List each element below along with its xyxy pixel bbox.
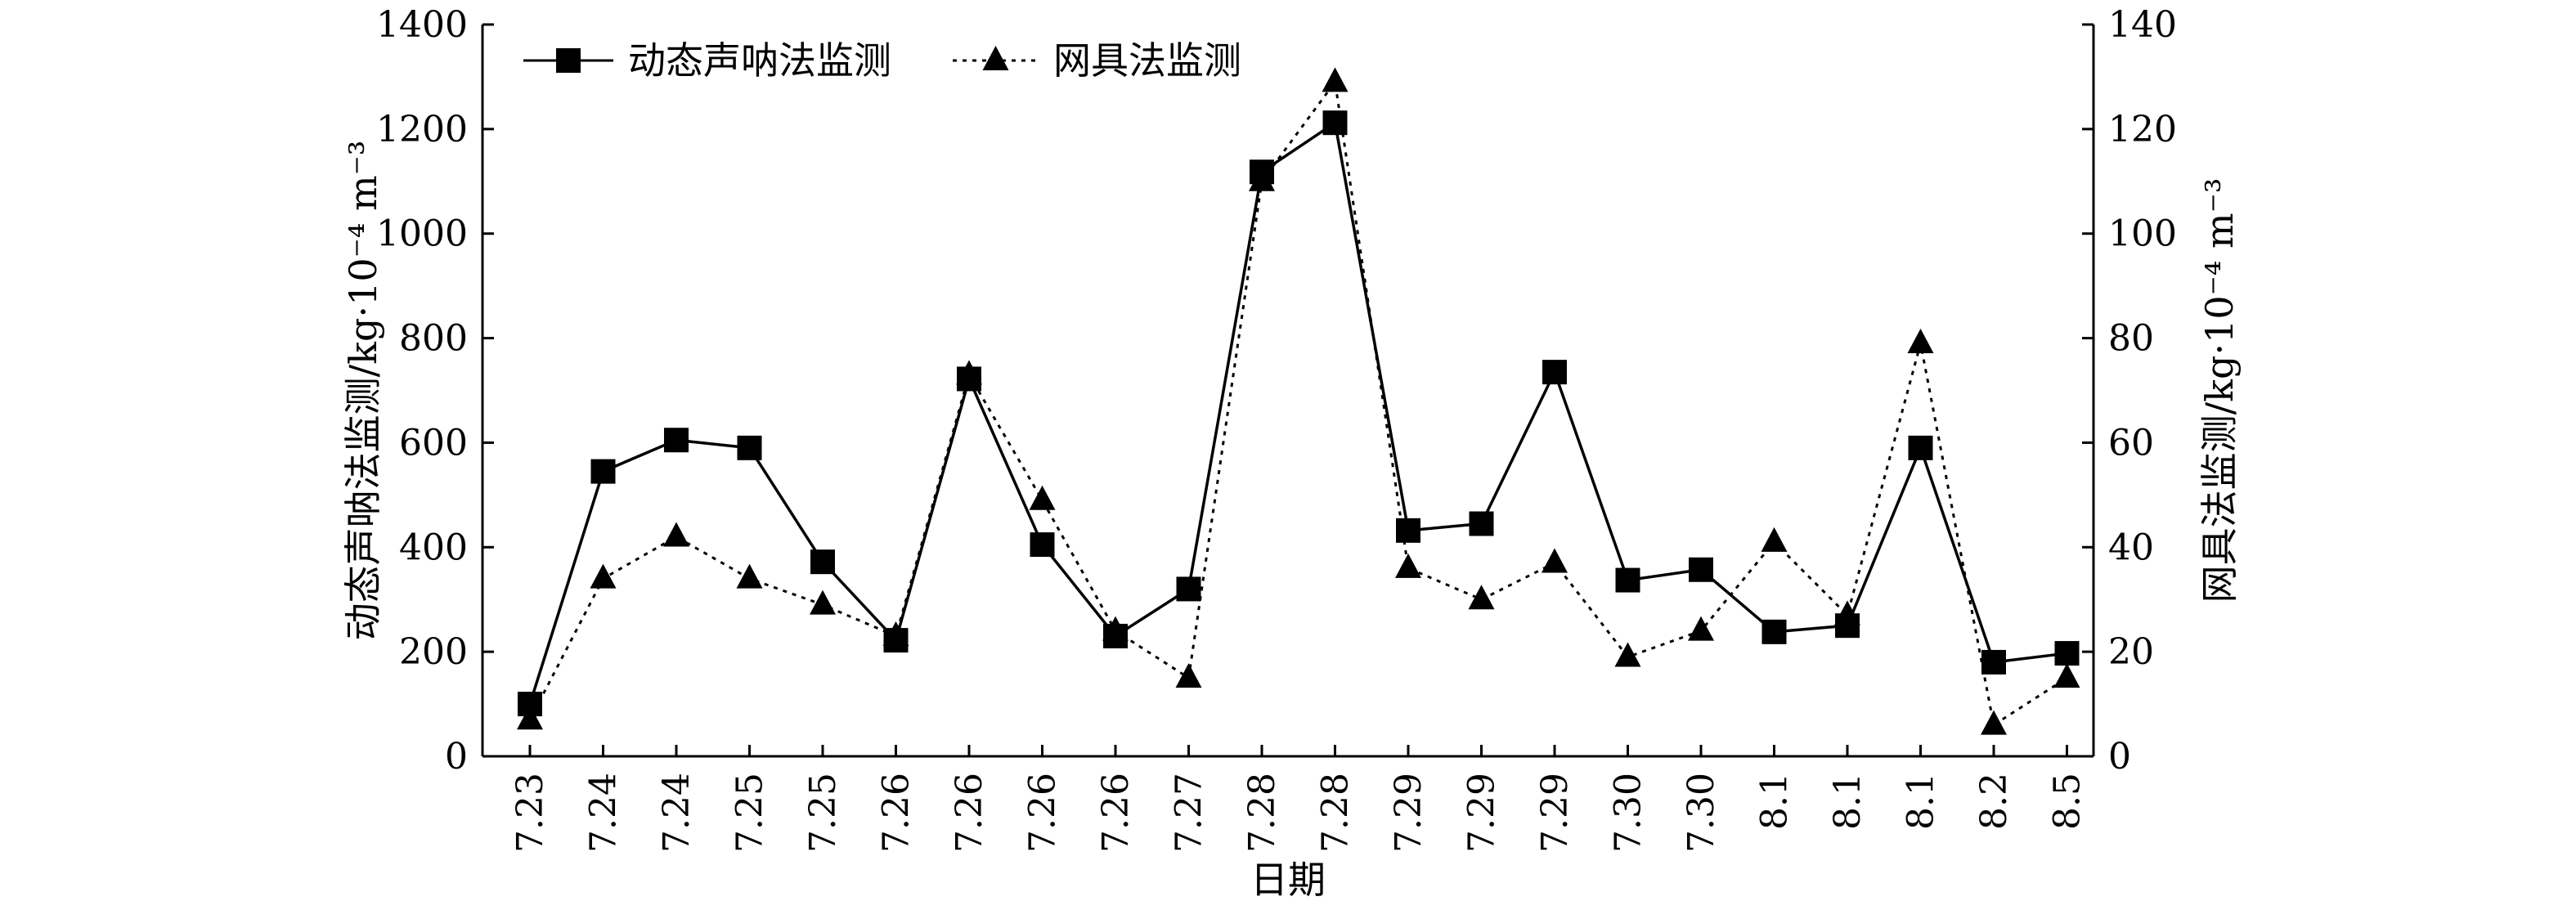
- data-point-square: [664, 428, 689, 453]
- data-point-triangle: [2053, 663, 2080, 688]
- axis-ticks: 0 200 400 600 800 1000 1200 1400 0 20 40 60 80 100 120…: [376, 4, 2177, 853]
- data-point-triangle: [1834, 600, 1860, 625]
- right-y-tick-label: 0: [2108, 736, 2131, 778]
- data-point-triangle: [663, 522, 689, 547]
- data-point-square: [1322, 110, 1348, 136]
- x-tick-label: 7.29: [1534, 773, 1576, 853]
- left-y-tick-label: 400: [399, 527, 468, 568]
- right-y-tick-label: 40: [2108, 527, 2154, 568]
- data-point-square: [1542, 360, 1567, 385]
- x-tick-label: 7.29: [1388, 773, 1429, 853]
- data-point-triangle: [1614, 642, 1641, 667]
- left-y-tick-label: 1000: [376, 213, 468, 255]
- x-axis-title: 日期: [1250, 858, 1326, 902]
- x-tick-label: 7.27: [1169, 773, 1210, 853]
- data-point-triangle: [1175, 663, 1202, 688]
- data-point-square: [737, 435, 762, 460]
- x-tick-label: 8.1: [1827, 773, 1869, 830]
- x-tick-label: 7.30: [1681, 773, 1722, 853]
- data-point-triangle: [1249, 166, 1275, 191]
- data-point-square: [810, 549, 835, 575]
- left-y-tick-label: 1400: [376, 4, 468, 46]
- x-tick-label: 7.23: [509, 773, 551, 853]
- data-point-triangle: [810, 589, 836, 615]
- x-tick-label: 7.28: [1315, 773, 1357, 853]
- legend-label-2: 网具法监测: [1053, 38, 1241, 83]
- x-tick-label: 8.5: [2047, 773, 2089, 830]
- series: [517, 67, 2080, 735]
- left-y-tick-label: 1200: [376, 109, 468, 150]
- data-point-square: [1396, 518, 1420, 543]
- x-tick-label: 8.1: [1901, 773, 1942, 830]
- series-line-2: [528, 78, 2068, 728]
- left-y-tick-label: 0: [445, 736, 468, 778]
- axes: [481, 25, 2095, 758]
- data-point-triangle: [1542, 548, 1568, 573]
- data-point-triangle: [1761, 527, 1788, 552]
- data-point-triangle: [517, 705, 543, 730]
- data-point-square: [1761, 619, 1787, 644]
- x-tick-label: 7.26: [876, 773, 918, 853]
- legend: 动态声呐法监测 网具法监测: [523, 38, 1241, 83]
- data-point-square: [1981, 649, 2006, 675]
- axis-titles: 日期 动态声呐法监测/kg·10⁻⁴ m⁻³ 网具法监测/kg·10⁻⁴ m⁻³: [341, 141, 2242, 902]
- data-point-triangle: [1029, 485, 1056, 510]
- x-tick-label: 7.28: [1241, 773, 1283, 853]
- data-point-triangle: [1468, 585, 1495, 610]
- right-y-tick-label: 100: [2108, 213, 2177, 255]
- data-point-square: [1176, 576, 1201, 602]
- left-y-tick-label: 200: [399, 631, 468, 673]
- data-point-square: [1908, 435, 1933, 460]
- data-point-triangle: [1322, 67, 1349, 92]
- x-tick-label: 7.30: [1608, 773, 1649, 853]
- data-point-triangle: [590, 563, 617, 589]
- data-point-triangle: [1102, 616, 1129, 641]
- x-tick-label: 7.26: [1095, 773, 1137, 853]
- x-tick-label: 7.26: [949, 773, 990, 853]
- right-y-tick-label: 20: [2108, 631, 2154, 673]
- x-tick-label: 7.24: [583, 773, 625, 853]
- x-tick-label: 8.1: [1754, 773, 1796, 830]
- legend-marker-square: [556, 48, 581, 73]
- x-tick-label: 7.29: [1461, 773, 1503, 853]
- data-point-triangle: [882, 621, 909, 646]
- data-point-square: [590, 459, 616, 484]
- right-y-tick-label: 140: [2108, 4, 2177, 46]
- legend-label-1: 动态声呐法监测: [628, 38, 891, 83]
- data-point-square: [1615, 567, 1640, 593]
- data-point-triangle: [956, 360, 982, 385]
- legend-marker-triangle: [982, 46, 1009, 70]
- data-point-square: [1469, 511, 1494, 536]
- data-point-square: [2054, 641, 2080, 666]
- right-y-tick-label: 60: [2108, 422, 2154, 464]
- left-y-tick-label: 600: [399, 422, 468, 464]
- x-tick-label: 7.26: [1022, 773, 1064, 853]
- left-y-axis-title: 动态声呐法监测/kg·10⁻⁴ m⁻³: [341, 141, 385, 641]
- data-point-square: [1030, 532, 1055, 558]
- x-tick-label: 8.2: [1973, 773, 2015, 830]
- data-point-square: [1689, 557, 1713, 582]
- data-point-triangle: [1981, 710, 2007, 735]
- data-point-triangle: [1907, 328, 1934, 353]
- data-point-triangle: [736, 563, 763, 589]
- x-tick-label: 7.24: [656, 773, 698, 853]
- x-tick-label: 7.25: [729, 773, 771, 853]
- right-y-axis-title: 网具法监测/kg·10⁻⁴ m⁻³: [2197, 178, 2242, 603]
- left-y-tick-label: 800: [399, 318, 468, 360]
- data-point-triangle: [1688, 616, 1714, 641]
- data-point-triangle: [1395, 553, 1421, 578]
- x-tick-label: 7.25: [802, 773, 844, 853]
- series-line-1: [528, 120, 2067, 705]
- right-y-tick-label: 120: [2108, 109, 2177, 150]
- right-y-tick-label: 80: [2108, 318, 2154, 360]
